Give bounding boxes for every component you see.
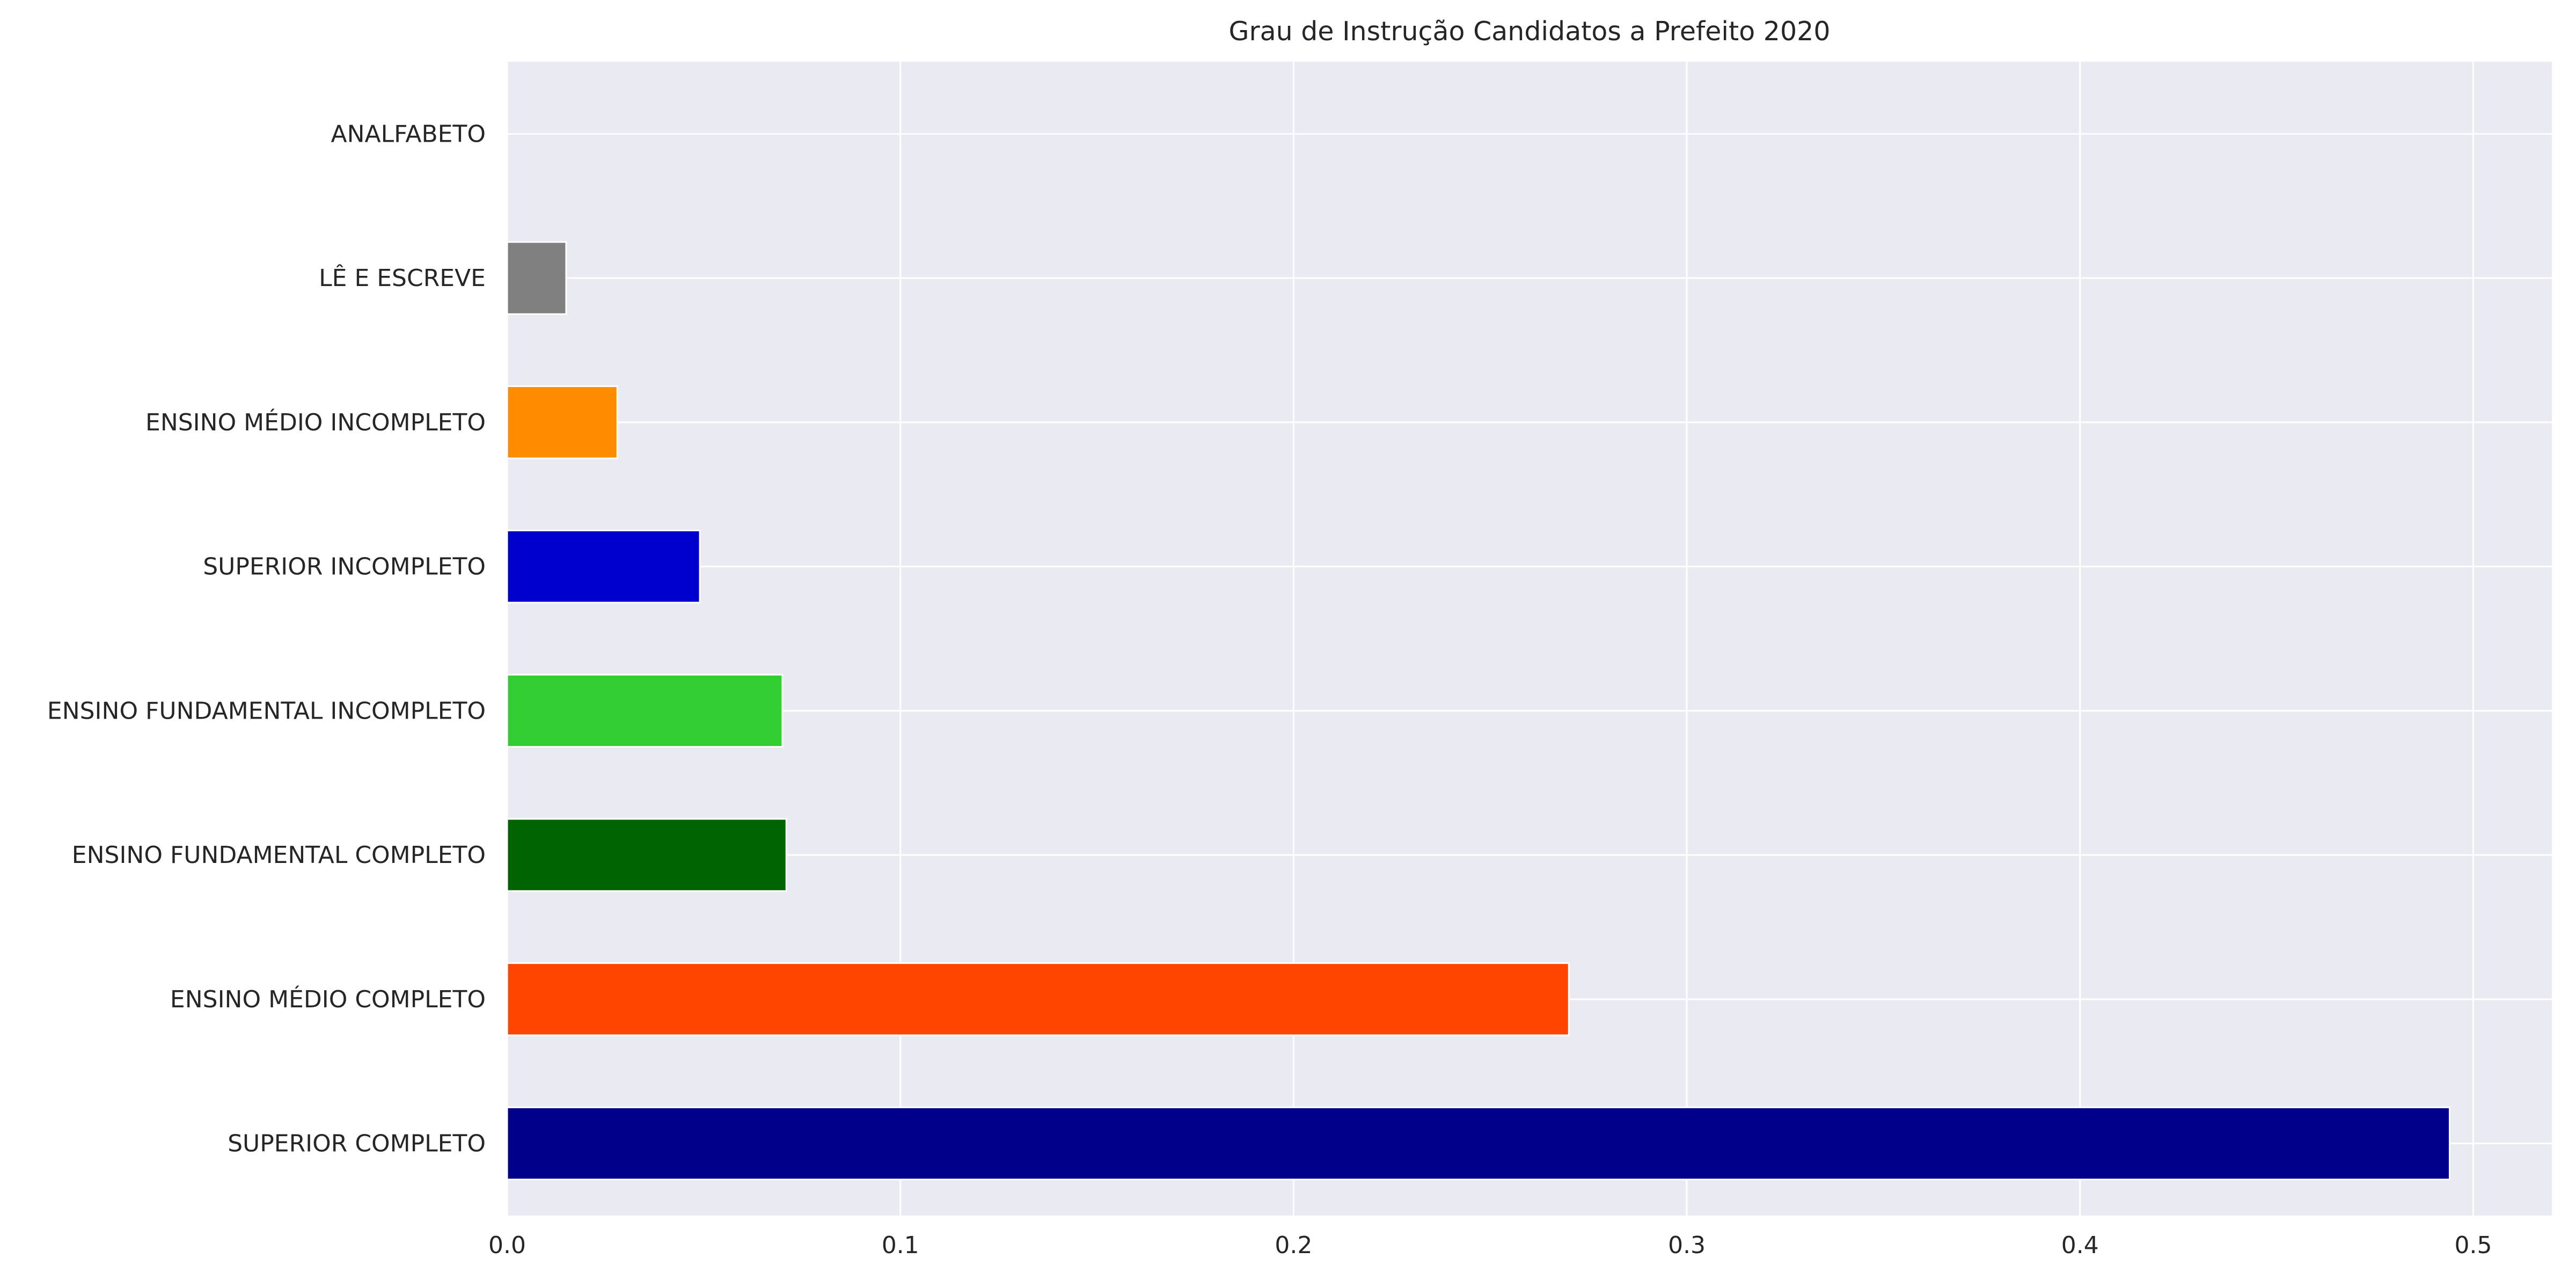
bar — [506, 962, 1570, 1036]
chart-title: Grau de Instrução Candidatos a Prefeito … — [1229, 16, 1831, 47]
grid-lines — [506, 62, 2552, 1216]
category-label: SUPERIOR INCOMPLETO — [203, 553, 486, 581]
plot-background — [507, 62, 2552, 1216]
x-tick-label: 0.1 — [882, 1232, 919, 1259]
x-tick-label: 0.5 — [2454, 1232, 2492, 1259]
x-tick-label: 0.0 — [488, 1232, 526, 1259]
bar — [506, 818, 787, 892]
x-tick-label: 0.3 — [1668, 1232, 1706, 1259]
x-axis-tick-labels: 0.0 0.1 0.2 0.3 0.4 0.5 — [488, 1232, 2492, 1259]
y-axis-category-labels: SUPERIOR COMPLETO ENSINO MÉDIO COMPLETO EN… — [47, 120, 486, 1157]
category-label: ANALFABETO — [331, 120, 486, 148]
bar — [506, 529, 701, 604]
category-label: ENSINO FUNDAMENTAL COMPLETO — [72, 841, 486, 869]
x-tick-label: 0.2 — [1275, 1232, 1312, 1259]
category-label: ENSINO FUNDAMENTAL INCOMPLETO — [47, 697, 486, 724]
category-label: LÊ E ESCREVE — [319, 264, 486, 292]
category-label: SUPERIOR COMPLETO — [228, 1130, 486, 1158]
category-label: ENSINO MÉDIO COMPLETO — [170, 985, 486, 1013]
bar — [506, 674, 784, 748]
bars — [506, 241, 2450, 1181]
category-label: ENSINO MÉDIO INCOMPLETO — [145, 408, 486, 436]
bar — [506, 241, 567, 315]
bar — [506, 1106, 2450, 1181]
bar — [506, 385, 618, 459]
x-tick-label: 0.4 — [2061, 1232, 2099, 1259]
